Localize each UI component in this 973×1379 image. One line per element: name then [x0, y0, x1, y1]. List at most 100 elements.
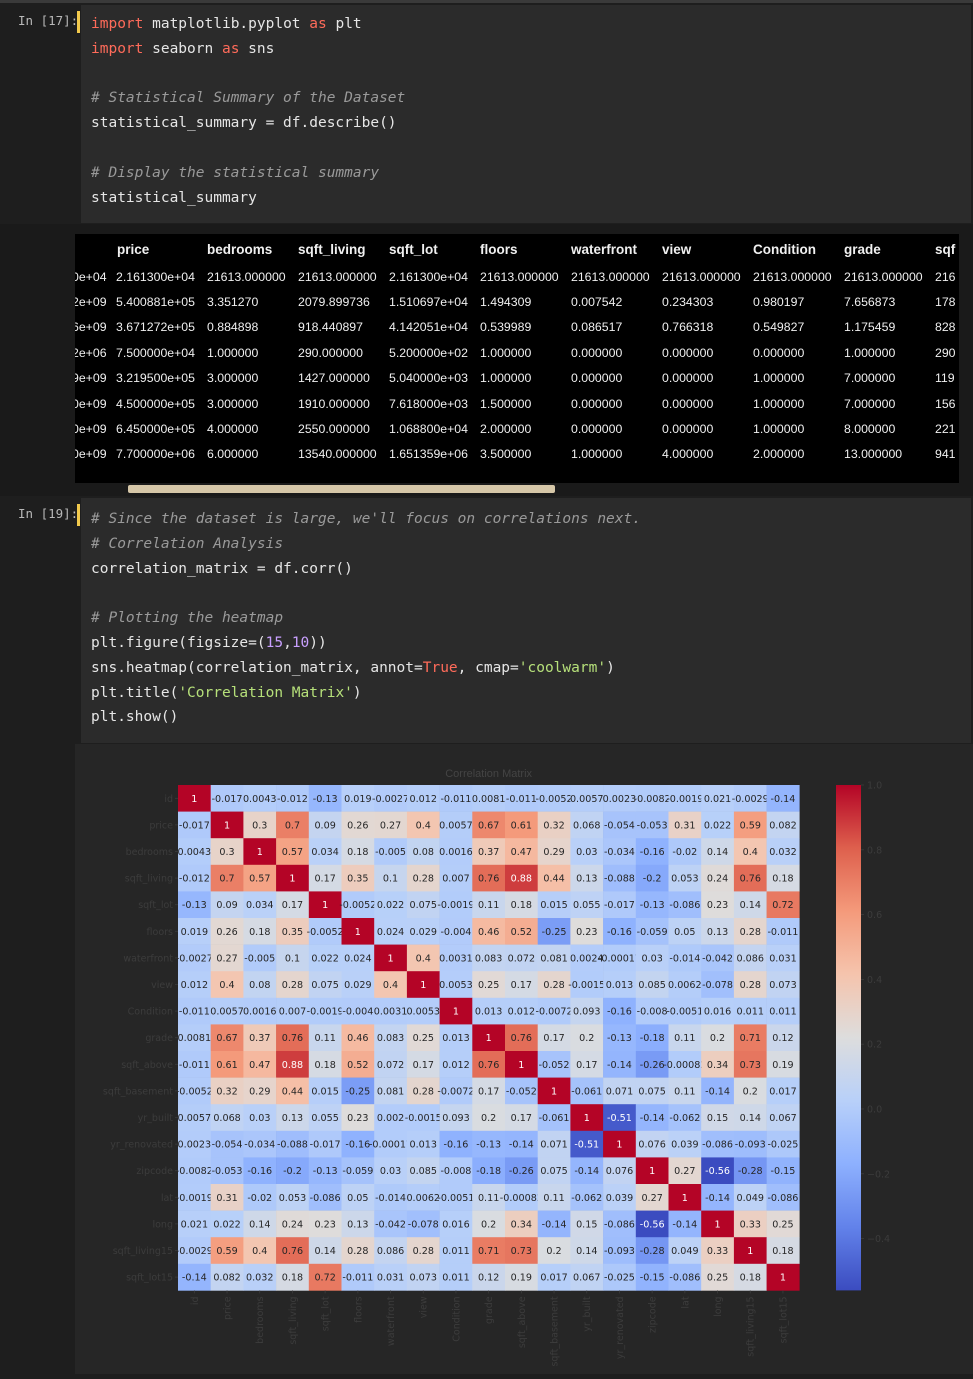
heatmap-cell	[603, 918, 637, 945]
table-row: 0e+04 2.161300e+04 21613.000000 21613.00000…	[75, 264, 959, 289]
heatmap-cell	[733, 838, 767, 866]
cell-annotation: 0.029	[410, 927, 437, 938]
heatmap-cell	[308, 1157, 342, 1185]
heatmap-cell	[276, 1130, 310, 1158]
heatmap-cell	[374, 1077, 408, 1105]
heatmap-cell	[308, 971, 342, 999]
cell-annotation: 0.022	[213, 1219, 240, 1230]
cell-annotation: 0.081	[377, 1086, 404, 1097]
cell-annotation: 0.019	[181, 927, 208, 938]
heatmap-cell	[635, 1104, 669, 1132]
table-cell: 21613.000000	[753, 269, 832, 284]
table-cell: 21613.000000	[480, 269, 559, 284]
cell-annotation: 0.46	[347, 1033, 368, 1044]
cell-annotation: 0.17	[511, 1113, 532, 1124]
cell-annotation: -0.13	[476, 1140, 501, 1151]
heatmap-cell	[178, 944, 211, 972]
heatmap-cell	[701, 864, 735, 892]
cell-annotation: 0.25	[707, 1273, 728, 1284]
heatmap-cell	[505, 1130, 538, 1158]
cell-annotation: 0.034	[311, 847, 338, 858]
table-cell: 119	[935, 371, 955, 386]
cell-annotation: -0.14	[509, 1140, 534, 1151]
heatmap-cell	[603, 997, 637, 1025]
cell-annotation: 0.0053	[406, 1007, 440, 1018]
cell-annotation: 0.14	[740, 1113, 761, 1124]
cell-annotation: -0.0052	[176, 1086, 213, 1097]
cell-annotation: 0.14	[707, 847, 728, 858]
heatmap-cell	[178, 785, 211, 812]
code-line: sns.heatmap(correlation_matrix, annot=Tr…	[91, 659, 615, 676]
cell-annotation: -0.0052	[536, 794, 573, 805]
cell-annotation: 0.012	[410, 794, 437, 805]
cell-annotation: -0.014	[669, 953, 700, 964]
table-cell: 3.219500e+05	[116, 371, 195, 386]
horizontal-scrollbar[interactable]	[75, 483, 959, 495]
heatmap-cell	[210, 1051, 244, 1078]
heatmap-cell	[701, 811, 735, 839]
column-header	[75, 234, 116, 264]
heatmap-cell	[570, 864, 604, 892]
cell-annotation: -0.034	[244, 1140, 275, 1151]
heatmap-cell	[733, 1051, 767, 1078]
cell-annotation: 0.12	[478, 1273, 499, 1284]
x-tick-label: yr_built	[582, 1296, 593, 1332]
cell-annotation: -0.26	[509, 1166, 534, 1177]
cell-annotation: 0.72	[314, 1273, 335, 1284]
heatmap-cell	[374, 997, 408, 1025]
x-tick-label: bedrooms	[255, 1296, 266, 1343]
cell-annotation: 0.28	[347, 1246, 368, 1257]
x-tick-label: sqft_above	[517, 1296, 528, 1348]
table-cell: 2.000000	[480, 422, 532, 437]
cell-annotation: -0.011	[440, 794, 471, 805]
heatmap-cell	[668, 1184, 702, 1211]
heatmap-cell	[178, 997, 211, 1025]
cell-annotation: -0.02	[247, 1193, 272, 1204]
colorbar-tick-label: 0.0	[867, 1104, 882, 1115]
code-cell-2[interactable]: In [19]: # Since the dataset is large, w…	[0, 498, 973, 743]
code-editor[interactable]: import matplotlib.pyplot as plt import se…	[81, 5, 971, 223]
cell-annotation: 0.17	[314, 874, 335, 885]
heatmap-cell	[439, 1210, 473, 1238]
cell-annotation: 0.039	[671, 1140, 698, 1151]
heatmap-cell	[537, 785, 571, 812]
x-tick-label: yr_renovated	[615, 1296, 626, 1359]
heatmap-cell	[733, 1024, 767, 1052]
cell-annotation: -0.086	[669, 900, 700, 911]
cell-annotation: 0.053	[671, 874, 698, 885]
x-tick-label: Condition	[451, 1296, 462, 1341]
cell-annotation: -0.017	[604, 900, 635, 911]
heatmap-cell	[635, 838, 669, 866]
heatmap-cell	[243, 1024, 277, 1052]
heatmap-cell	[341, 838, 375, 866]
cell-annotation: -0.14	[182, 1273, 207, 1284]
cell-annotation: -0.078	[702, 980, 733, 991]
heatmap-cell	[341, 1263, 375, 1291]
code-editor[interactable]: # Since the dataset is large, we'll focu…	[81, 498, 971, 743]
heatmap-cell	[537, 1130, 571, 1158]
heatmap-cell	[243, 864, 277, 892]
scrollbar-thumb[interactable]	[128, 485, 555, 493]
heatmap-cell	[766, 891, 800, 919]
heatmap-cell	[276, 1024, 310, 1052]
cell-annotation: 0.11	[314, 1033, 335, 1044]
table-cell: 1.175459	[844, 320, 896, 335]
heatmap-cell	[570, 785, 604, 812]
heatmap-cell	[341, 1157, 375, 1185]
heatmap-cell	[308, 918, 342, 945]
heatmap-cell	[243, 1184, 277, 1211]
cell-annotation: 0.27	[216, 953, 237, 964]
heatmap-cell	[635, 918, 669, 945]
heatmap-cell	[603, 811, 637, 839]
code-cell-1[interactable]: In [17]: import matplotlib.pyplot as plt…	[0, 5, 973, 223]
heatmap-cell	[243, 1051, 277, 1078]
heatmap-cell	[505, 1104, 538, 1132]
heatmap-cell	[439, 1024, 473, 1052]
heatmap-cell	[406, 944, 440, 972]
heatmap-cell	[243, 997, 277, 1025]
cell-annotation: 0.09	[314, 820, 335, 831]
heatmap-cell	[341, 785, 375, 812]
cell-annotation: -0.0029	[176, 1246, 213, 1257]
cell-annotation: 0.32	[543, 820, 564, 831]
table-cell: 5.040000e+03	[389, 371, 468, 386]
